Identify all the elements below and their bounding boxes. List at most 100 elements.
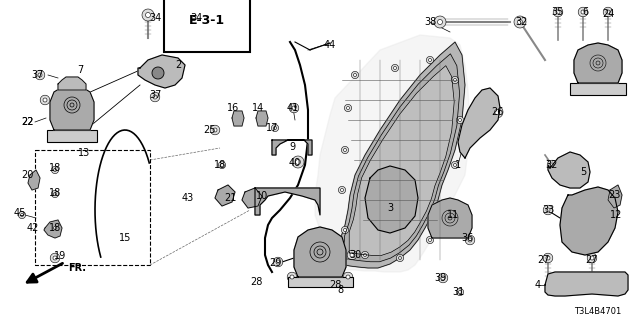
Circle shape (353, 74, 356, 76)
Text: 24: 24 (602, 9, 614, 19)
Text: 34: 34 (149, 13, 161, 23)
Circle shape (38, 73, 42, 77)
Text: 7: 7 (77, 65, 83, 75)
Text: 15: 15 (119, 233, 131, 243)
Circle shape (426, 236, 434, 244)
Bar (47, 130, 97, 142)
Circle shape (54, 169, 56, 172)
Text: 42: 42 (27, 223, 39, 233)
Text: 28: 28 (329, 280, 341, 290)
Text: 25: 25 (204, 125, 216, 135)
Polygon shape (560, 187, 618, 255)
Text: 45: 45 (14, 208, 26, 218)
Circle shape (40, 95, 50, 105)
Bar (570, 83, 626, 95)
Circle shape (343, 272, 353, 282)
Circle shape (438, 20, 442, 25)
Polygon shape (58, 77, 86, 90)
Polygon shape (574, 43, 622, 83)
Text: 30: 30 (349, 250, 361, 260)
Text: 26: 26 (491, 107, 503, 117)
Text: 36: 36 (461, 233, 473, 243)
Circle shape (273, 126, 276, 130)
Circle shape (292, 106, 296, 110)
Text: 38: 38 (424, 17, 436, 27)
Polygon shape (340, 42, 465, 268)
Text: 20: 20 (21, 170, 33, 180)
Circle shape (441, 276, 445, 280)
Circle shape (51, 224, 59, 232)
Circle shape (145, 12, 150, 18)
Circle shape (606, 10, 610, 14)
Circle shape (458, 291, 461, 293)
Text: 3: 3 (387, 203, 393, 213)
Text: •: • (292, 103, 298, 113)
Polygon shape (50, 84, 94, 130)
Circle shape (50, 253, 60, 263)
Text: 37: 37 (149, 90, 161, 100)
Circle shape (429, 238, 431, 242)
Circle shape (180, 12, 186, 18)
Text: 14: 14 (252, 103, 264, 113)
Text: 27: 27 (586, 255, 598, 265)
Text: FR.: FR. (68, 263, 86, 273)
Circle shape (392, 64, 399, 72)
Circle shape (19, 212, 26, 219)
Text: 2: 2 (175, 60, 181, 70)
Polygon shape (349, 66, 454, 255)
Circle shape (588, 253, 596, 263)
Text: 33: 33 (542, 205, 554, 215)
Bar (35, 150, 150, 265)
Polygon shape (138, 55, 185, 88)
Text: 9: 9 (289, 142, 295, 152)
Polygon shape (272, 140, 312, 155)
Text: 22: 22 (22, 117, 35, 127)
Polygon shape (232, 111, 244, 126)
Circle shape (399, 257, 401, 260)
Circle shape (396, 254, 404, 262)
Text: 44: 44 (324, 40, 336, 50)
Circle shape (468, 238, 472, 242)
Text: 13: 13 (78, 148, 90, 158)
Polygon shape (315, 35, 470, 272)
Circle shape (290, 275, 294, 279)
Circle shape (350, 253, 354, 257)
Text: 5: 5 (580, 167, 586, 177)
Polygon shape (458, 88, 500, 158)
Text: 18: 18 (49, 188, 61, 198)
Circle shape (213, 128, 217, 132)
Polygon shape (28, 170, 40, 190)
Circle shape (547, 160, 557, 170)
Text: 29: 29 (269, 258, 281, 268)
Circle shape (550, 163, 554, 167)
Circle shape (553, 7, 563, 17)
Text: 12: 12 (610, 210, 622, 220)
Text: 27: 27 (537, 255, 549, 265)
Circle shape (444, 204, 447, 206)
Circle shape (491, 106, 503, 118)
Circle shape (43, 98, 47, 102)
Circle shape (346, 107, 349, 109)
Circle shape (287, 272, 297, 282)
Text: T3L4B4701: T3L4B4701 (574, 308, 621, 316)
Polygon shape (294, 227, 346, 277)
Circle shape (426, 56, 434, 64)
Text: 32: 32 (516, 17, 528, 27)
Circle shape (451, 76, 459, 84)
Circle shape (543, 253, 553, 263)
Circle shape (451, 161, 459, 169)
Text: 22: 22 (22, 117, 35, 127)
Text: 43: 43 (182, 193, 194, 203)
Circle shape (344, 104, 351, 112)
Text: 18: 18 (49, 163, 61, 173)
Polygon shape (255, 188, 320, 215)
Polygon shape (256, 111, 268, 126)
Circle shape (153, 95, 157, 99)
Text: 16: 16 (227, 103, 239, 113)
Circle shape (344, 148, 346, 151)
Polygon shape (428, 198, 472, 238)
Circle shape (292, 156, 304, 168)
Circle shape (581, 10, 585, 14)
Circle shape (394, 67, 397, 69)
Circle shape (221, 164, 223, 166)
